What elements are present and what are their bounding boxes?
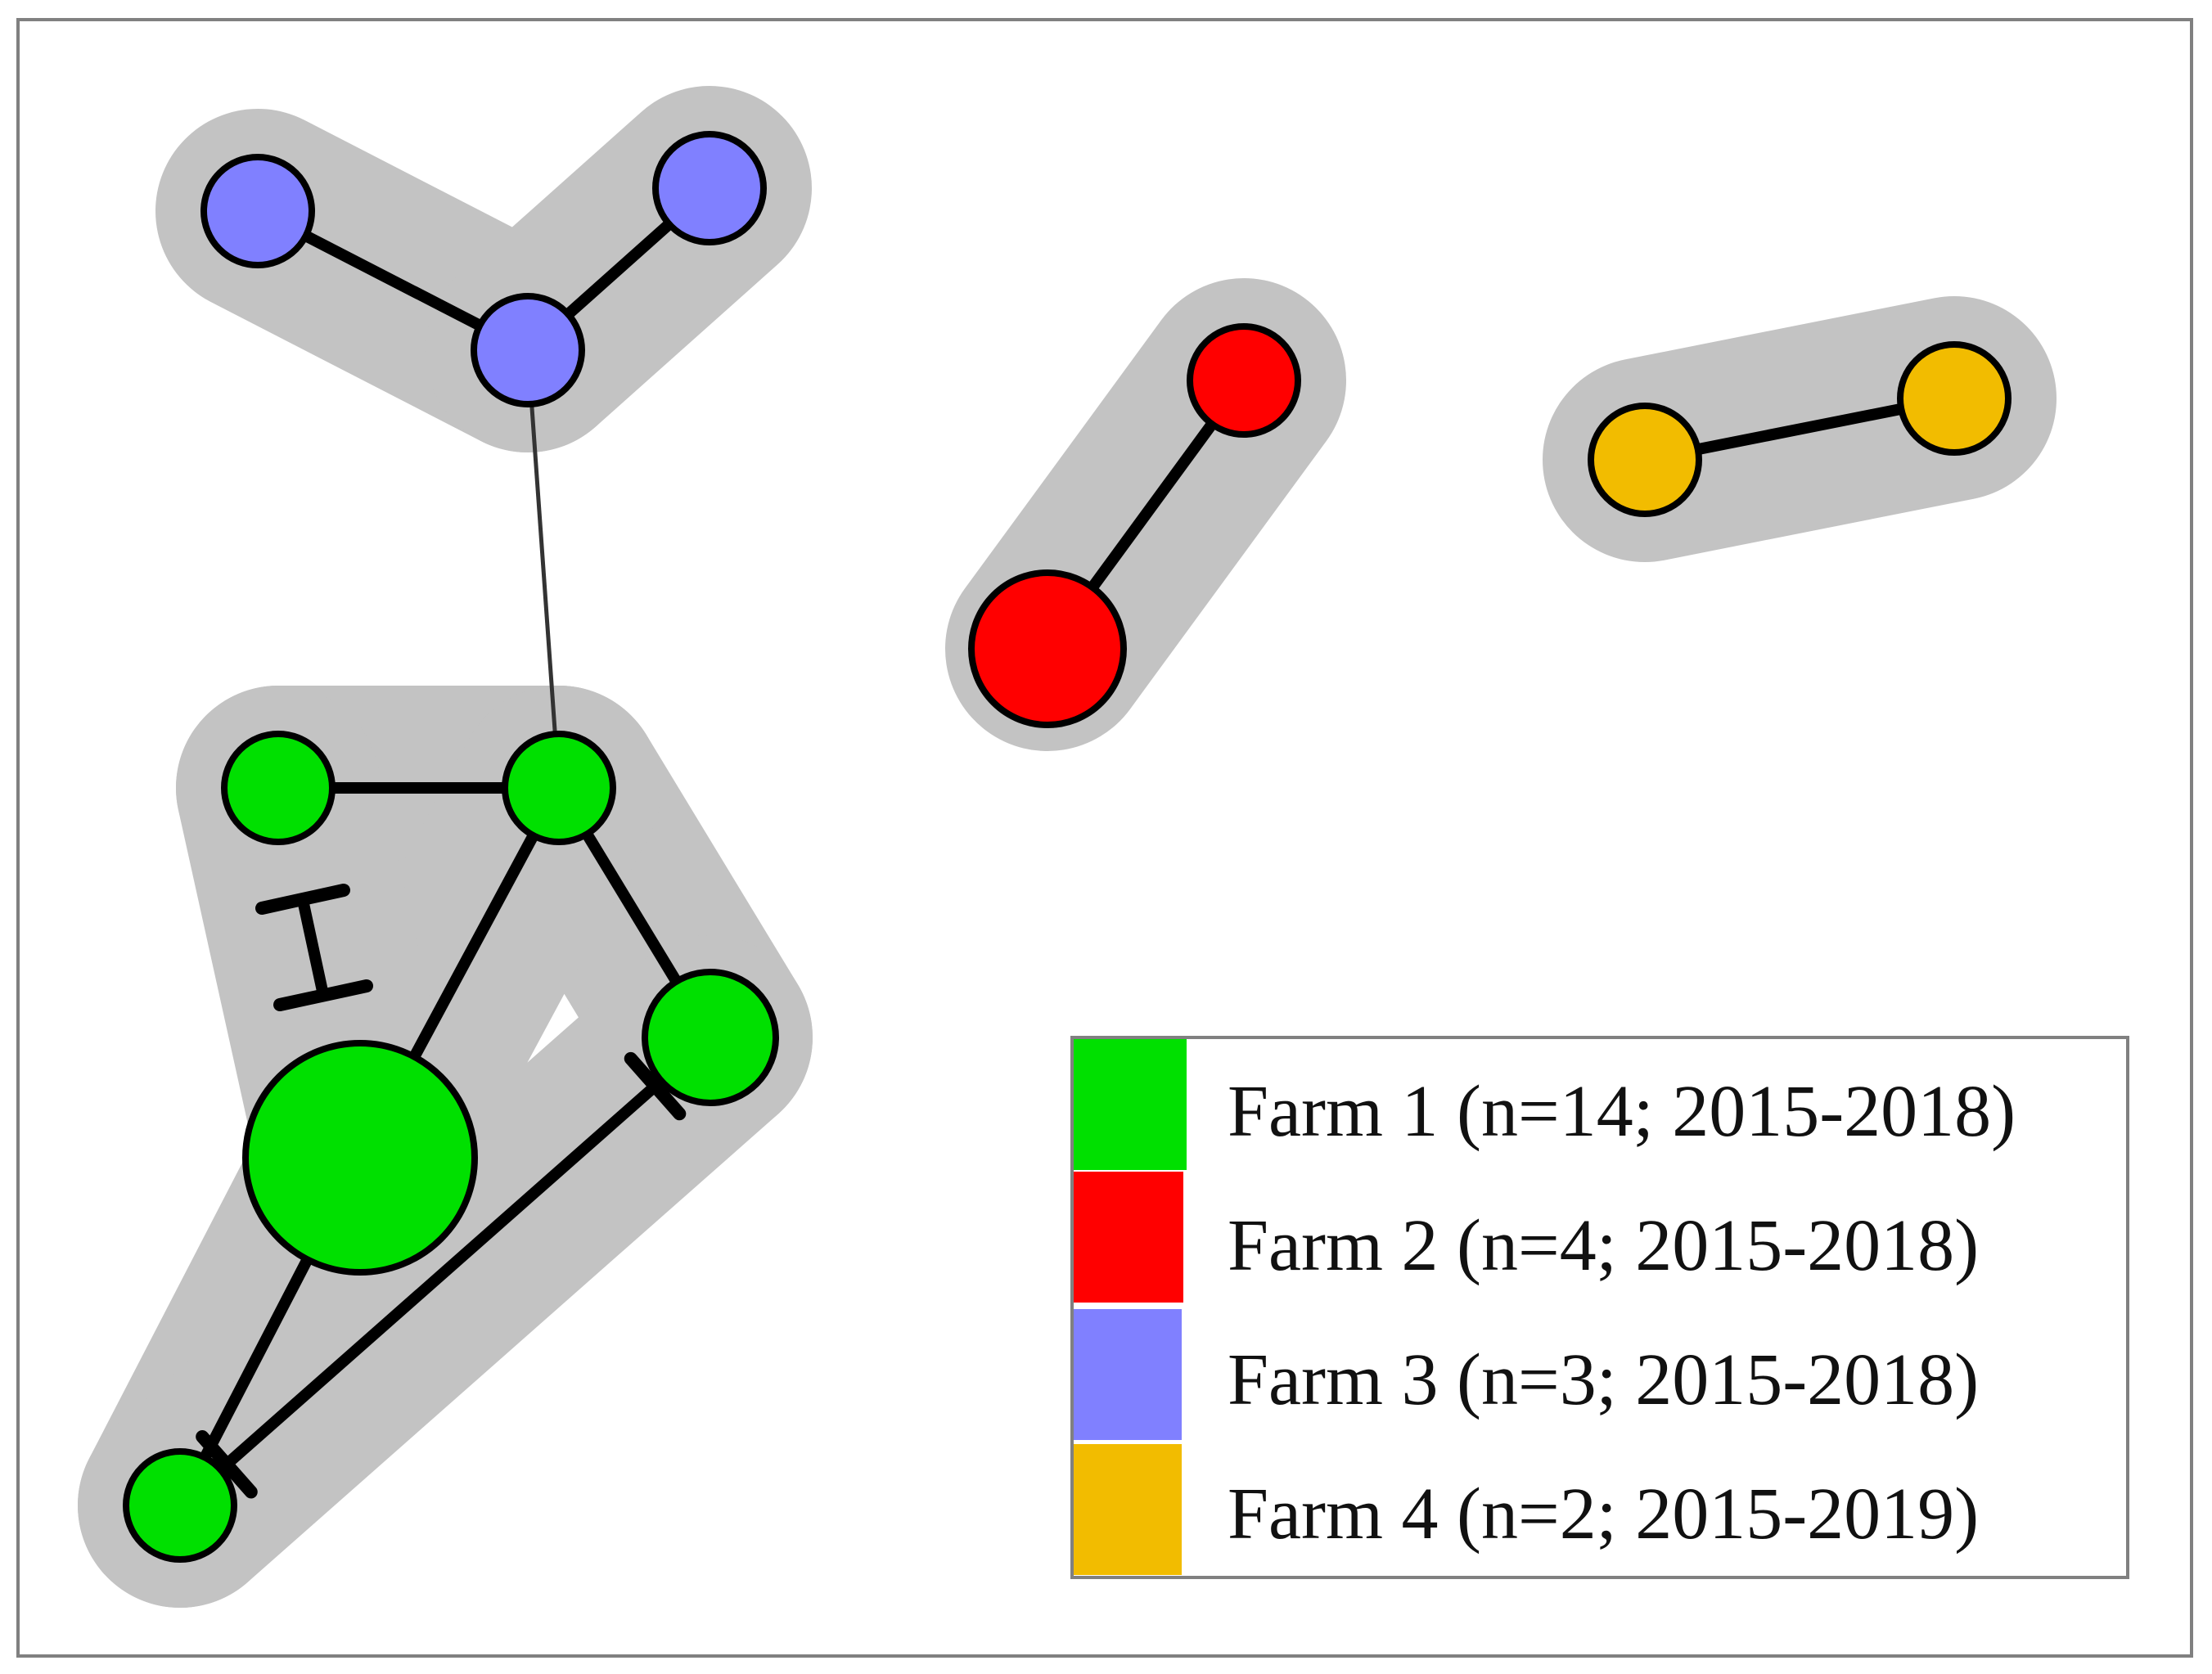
node-f2a bbox=[1187, 323, 1301, 438]
legend: Farm 1 (n=14; 2015-2018) Farm 2 (n=4; 20… bbox=[1070, 1036, 2129, 1579]
bracket-bottom-bar bbox=[273, 979, 373, 1011]
node-f1c bbox=[642, 969, 779, 1106]
legend-label-farm-4: Farm 4 (n=2; 2015-2019) bbox=[1228, 1474, 1979, 1555]
node-f3a bbox=[200, 154, 315, 268]
legend-label-farm-3: Farm 3 (n=3; 2015-2018) bbox=[1228, 1339, 1979, 1420]
node-f1b bbox=[502, 731, 616, 845]
legend-swatch-farm-4 bbox=[1074, 1444, 1182, 1575]
edge-f1e-f1c bbox=[176, 1033, 714, 1510]
node-f3c bbox=[471, 293, 585, 407]
node-f4a bbox=[1588, 403, 1702, 517]
edge-end-bar bbox=[624, 1051, 687, 1121]
legend-swatch-farm-2 bbox=[1074, 1172, 1183, 1303]
node-f3b bbox=[652, 131, 767, 245]
node-f1d bbox=[242, 1040, 478, 1276]
bracket-marker bbox=[255, 884, 373, 1011]
bracket-top-bar bbox=[255, 884, 350, 915]
legend-swatch-farm-1 bbox=[1074, 1039, 1187, 1170]
node-f4b bbox=[1897, 341, 2012, 456]
bracket-stem bbox=[297, 898, 329, 997]
node-f2b bbox=[968, 569, 1127, 728]
nodes bbox=[123, 131, 2012, 1563]
node-f1a bbox=[221, 731, 336, 845]
edge-f3c-f1b bbox=[525, 349, 561, 789]
legend-label-farm-2: Farm 2 (n=4; 2015-2018) bbox=[1228, 1205, 1979, 1286]
node-f1e bbox=[123, 1448, 237, 1563]
legend-swatch-farm-3 bbox=[1074, 1309, 1182, 1440]
edge-end-bar bbox=[196, 1429, 258, 1499]
legend-label-farm-1: Farm 1 (n=14; 2015-2018) bbox=[1228, 1071, 2016, 1152]
legend-box bbox=[1070, 1036, 2129, 1579]
